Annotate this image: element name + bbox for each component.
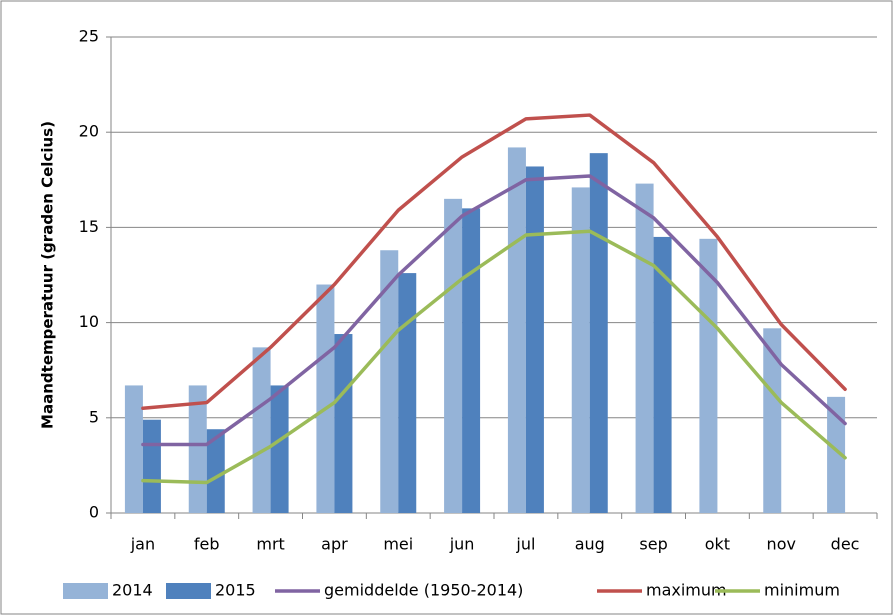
bar	[763, 328, 782, 513]
bar	[653, 236, 672, 514]
x-tick-label: sep	[639, 535, 667, 554]
bar	[589, 153, 608, 514]
y-tick-label: 10	[79, 312, 99, 331]
bar	[270, 385, 289, 513]
x-tick-label: jan	[130, 535, 155, 554]
bar	[398, 273, 417, 513]
legend-swatch	[166, 583, 211, 599]
y-axis-label: Maandtemperatuur (graden Celcius)	[39, 121, 57, 429]
y-tick-label: 5	[89, 407, 99, 426]
x-tick-label: mrt	[256, 535, 284, 554]
x-tick-label: apr	[321, 535, 348, 554]
bar	[316, 284, 335, 513]
x-tick-label: nov	[767, 535, 796, 554]
bar	[124, 385, 143, 513]
x-tick-label: feb	[194, 535, 220, 554]
bar	[699, 238, 718, 513]
line	[141, 174, 847, 447]
legend-label: 2014	[112, 581, 153, 600]
x-tick-label: aug	[575, 535, 605, 554]
bar	[507, 147, 526, 513]
bar	[444, 198, 463, 513]
line	[141, 113, 847, 411]
bar	[635, 183, 654, 513]
bar	[525, 166, 544, 514]
bar	[142, 419, 161, 513]
bar	[206, 429, 225, 513]
bar	[827, 396, 846, 513]
x-tick-label: jul	[515, 535, 535, 554]
legend-label: gemiddelde (1950-2014)	[324, 581, 523, 600]
legend-swatch	[63, 583, 108, 599]
y-tick-label: 15	[79, 217, 99, 236]
y-tick-label: 25	[79, 27, 99, 46]
bar	[380, 250, 399, 514]
legend-label: 2015	[215, 581, 256, 600]
bar	[571, 187, 590, 513]
line	[141, 229, 847, 485]
legend-label: minimum	[764, 581, 840, 600]
x-tick-label: okt	[705, 535, 730, 554]
bar	[462, 208, 481, 514]
legend-label: maximum	[646, 581, 727, 600]
y-tick-label: 20	[79, 122, 99, 141]
y-tick-label: 0	[89, 503, 99, 522]
bar	[252, 347, 271, 513]
bar	[334, 334, 353, 513]
x-tick-label: dec	[831, 535, 860, 554]
x-tick-label: jun	[449, 535, 475, 554]
x-tick-label: mei	[383, 535, 413, 554]
